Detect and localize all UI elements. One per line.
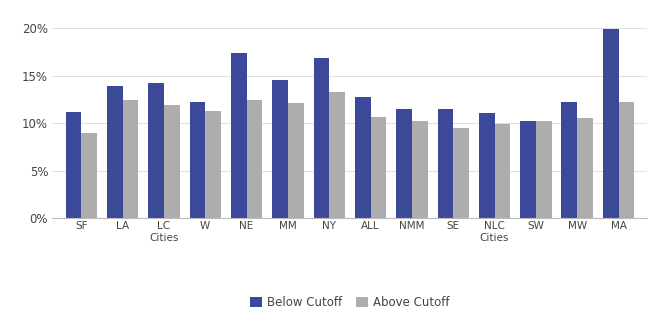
Bar [148,83,164,218]
Bar [231,53,247,218]
Bar [371,117,387,218]
Bar [313,58,329,218]
Legend: Below Cutoff, Above Cutoff: Below Cutoff, Above Cutoff [246,291,454,312]
Bar [247,100,262,218]
Bar [396,109,412,218]
Bar [65,112,81,218]
Bar [355,97,371,218]
Bar [205,111,221,218]
Bar [81,133,97,218]
Bar [494,124,510,218]
Bar [577,118,593,218]
Bar [122,100,138,218]
Bar [329,92,345,218]
Bar [107,86,122,218]
Bar [562,101,577,218]
Bar [479,113,494,218]
Bar [288,104,303,218]
Bar [164,105,180,218]
Bar [536,121,551,218]
Bar [603,29,619,218]
Bar [619,101,634,218]
Bar [520,121,536,218]
Bar [412,121,428,218]
Bar [190,102,205,218]
Bar [438,109,453,218]
Bar [453,128,469,218]
Bar [272,80,288,218]
